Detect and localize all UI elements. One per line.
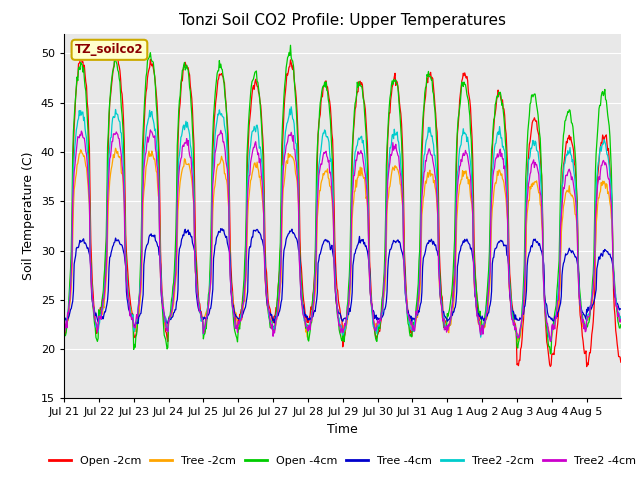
Tree -4cm [125,308,133,314]
Line: Open -4cm: Open -4cm [64,45,621,354]
Tree2 -4cm [617,316,625,322]
Tree -4cm [401,290,409,296]
Tree2 -4cm [60,327,68,333]
Line: Tree -2cm: Tree -2cm [64,148,621,342]
Tree2 -2cm [276,269,284,275]
Tree2 -2cm [255,145,263,151]
Tree2 -2cm [547,337,555,343]
Line: Open -2cm: Open -2cm [64,54,621,367]
Open -2cm [126,296,134,302]
Y-axis label: Soil Temperature (C): Soil Temperature (C) [22,152,35,280]
Tree -2cm [126,306,134,312]
Text: TZ_soilco2: TZ_soilco2 [75,43,144,56]
Tree2 -4cm [256,156,264,162]
Tree -4cm [617,306,625,312]
Tree2 -2cm [432,162,440,168]
X-axis label: Time: Time [327,423,358,436]
Open -4cm [125,300,133,306]
Open -2cm [617,360,625,365]
Tree2 -2cm [617,316,625,322]
Open -4cm [287,42,294,48]
Tree2 -2cm [287,104,295,110]
Tree -2cm [401,277,408,283]
Open -2cm [77,51,84,57]
Tree -2cm [277,279,285,285]
Tree -2cm [256,173,264,179]
Tree -4cm [257,232,264,238]
Tree -4cm [229,302,237,308]
Open -4cm [228,291,236,297]
Tree2 -4cm [401,273,408,278]
Line: Tree2 -2cm: Tree2 -2cm [64,107,621,340]
Open -4cm [276,240,284,245]
Open -4cm [255,92,263,98]
Tree -2cm [112,145,120,151]
Open -4cm [60,337,68,343]
Title: Tonzi Soil CO2 Profile: Upper Temperatures: Tonzi Soil CO2 Profile: Upper Temperatur… [179,13,506,28]
Open -4cm [432,120,440,126]
Open -2cm [432,111,440,117]
Open -2cm [228,287,236,292]
Tree2 -2cm [401,270,408,276]
Open -2cm [256,99,264,105]
Open -4cm [401,263,408,269]
Open -2cm [60,327,68,333]
Tree2 -4cm [432,176,440,182]
Tree -4cm [433,247,440,253]
Tree2 -2cm [125,301,133,307]
Tree -4cm [60,318,68,324]
Tree2 -2cm [60,328,68,334]
Tree -4cm [131,324,138,330]
Tree -4cm [278,297,285,302]
Open -2cm [583,364,591,370]
Line: Tree2 -4cm: Tree2 -4cm [64,130,621,341]
Line: Tree -4cm: Tree -4cm [64,228,621,327]
Tree -2cm [617,314,625,320]
Tree -2cm [513,339,521,345]
Tree2 -4cm [277,256,285,262]
Tree -4cm [217,226,225,231]
Tree2 -2cm [228,288,236,294]
Tree -2cm [228,293,236,299]
Open -2cm [277,236,285,242]
Tree2 -4cm [228,303,236,309]
Open -4cm [547,351,554,357]
Tree2 -4cm [125,305,133,311]
Tree -2cm [432,187,440,193]
Legend: Open -2cm, Tree -2cm, Open -4cm, Tree -4cm, Tree2 -2cm, Tree2 -4cm: Open -2cm, Tree -2cm, Open -4cm, Tree -4… [44,451,640,470]
Tree2 -4cm [547,338,554,344]
Open -2cm [401,250,408,256]
Tree -2cm [60,329,68,335]
Tree2 -4cm [147,127,154,133]
Open -4cm [617,322,625,328]
